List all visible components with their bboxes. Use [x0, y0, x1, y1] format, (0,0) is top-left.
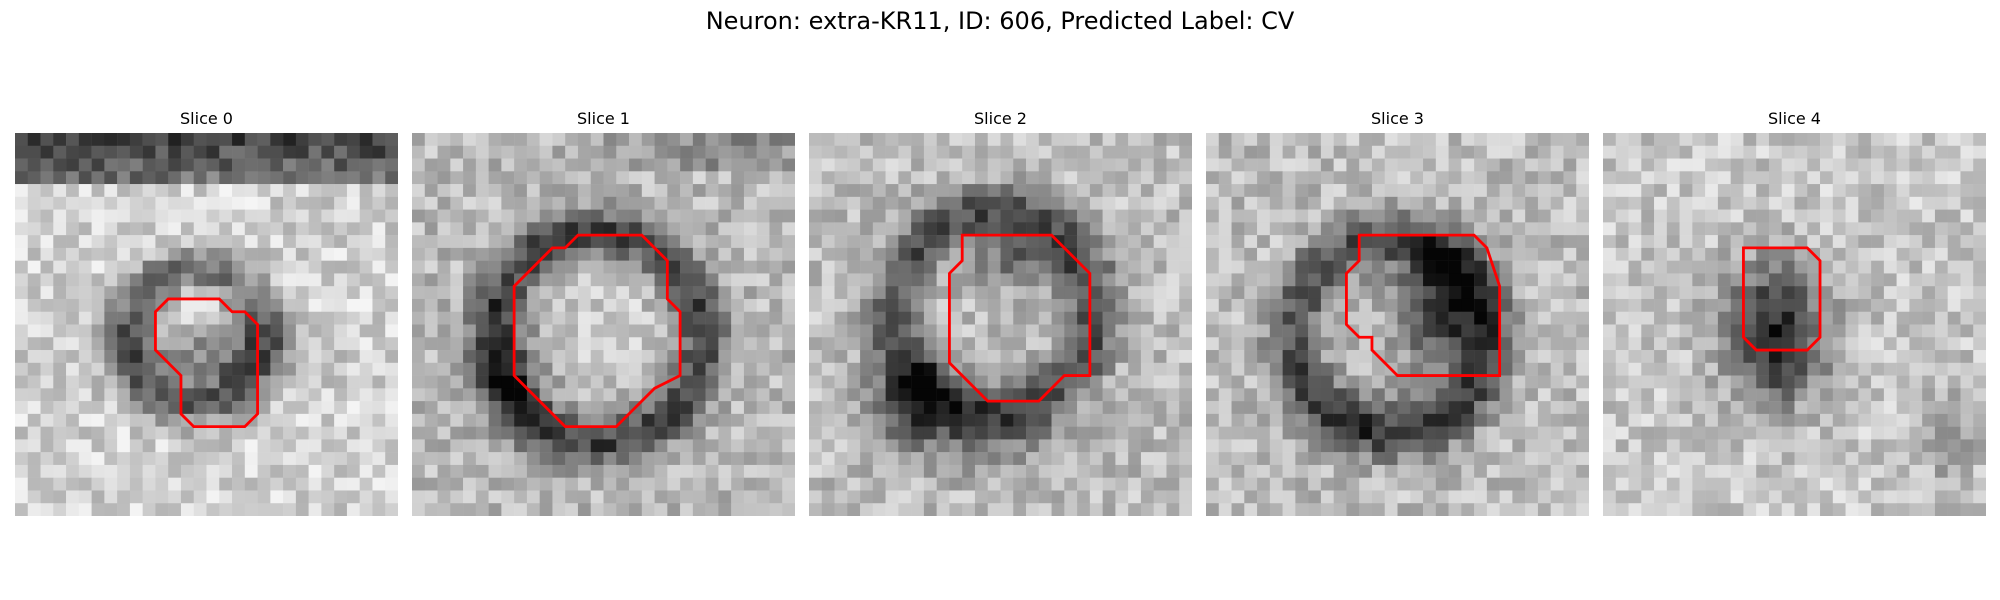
segmentation-contour — [948, 233, 1092, 403]
segmentation-contour — [1742, 246, 1822, 352]
segmentation-contour — [154, 297, 259, 429]
slice-panel-3: Slice 3 — [1206, 109, 1589, 516]
slice-image-2 — [809, 133, 1192, 516]
slice-title-2: Slice 2 — [974, 109, 1027, 128]
slice-panel-1: Slice 1 — [412, 109, 795, 516]
slice-title-4: Slice 4 — [1768, 109, 1821, 128]
slice-image-0 — [15, 133, 398, 516]
slice-image-3 — [1206, 133, 1589, 516]
figure-title: Neuron: extra-KR11, ID: 606, Predicted L… — [705, 7, 1295, 35]
slice-title-3: Slice 3 — [1371, 109, 1424, 128]
slice-panel-4: Slice 4 — [1603, 109, 1986, 516]
slice-title-0: Slice 0 — [180, 109, 233, 128]
slice-image-4 — [1603, 133, 1986, 516]
segmentation-contour — [512, 233, 682, 429]
slice-panel-0: Slice 0 — [15, 109, 398, 516]
slice-title-1: Slice 1 — [577, 109, 630, 128]
slice-panel-2: Slice 2 — [809, 109, 1192, 516]
segmentation-contour — [1345, 233, 1502, 377]
slice-image-1 — [412, 133, 795, 516]
